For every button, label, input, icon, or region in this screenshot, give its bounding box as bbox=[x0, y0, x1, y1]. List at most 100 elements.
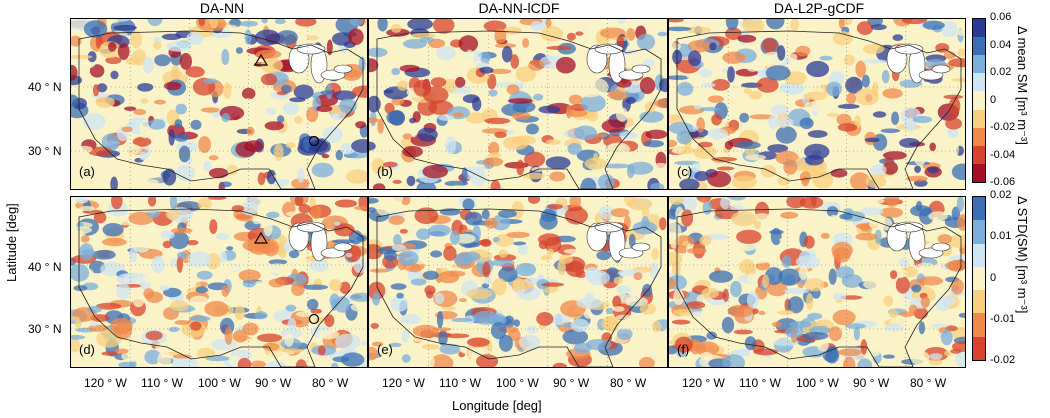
map-cell bbox=[401, 354, 411, 363]
map-cell bbox=[657, 31, 667, 37]
map-cell bbox=[853, 326, 860, 341]
map-cell bbox=[910, 350, 930, 366]
map-cell bbox=[803, 235, 815, 249]
map-cell bbox=[746, 273, 758, 283]
map-cell bbox=[116, 283, 131, 300]
map-cell bbox=[882, 151, 907, 160]
lon-tick: 120 ° W bbox=[382, 376, 425, 390]
map-cell bbox=[957, 214, 965, 231]
map-cell bbox=[76, 145, 93, 154]
map-canvas bbox=[369, 19, 667, 189]
map-cell bbox=[438, 330, 448, 346]
map-cell bbox=[80, 356, 92, 366]
map-cell bbox=[861, 59, 888, 64]
map-cell bbox=[484, 217, 498, 229]
map-cell bbox=[539, 351, 546, 367]
map-cell bbox=[147, 19, 163, 27]
map-cell bbox=[955, 350, 965, 367]
map-cell bbox=[826, 81, 842, 97]
map-cell bbox=[93, 211, 107, 224]
map-cell bbox=[945, 325, 958, 332]
map-cell bbox=[492, 237, 500, 243]
map-cell bbox=[516, 286, 541, 301]
circle-marker bbox=[308, 313, 320, 325]
map-cell bbox=[144, 179, 159, 186]
map-cell bbox=[638, 356, 655, 367]
map-cell bbox=[118, 361, 136, 367]
map-cell bbox=[707, 95, 724, 103]
map-cell bbox=[403, 38, 427, 49]
map-cell bbox=[802, 331, 829, 340]
map-cell bbox=[490, 180, 501, 189]
map-cell bbox=[706, 331, 717, 340]
map-cell bbox=[935, 296, 951, 312]
map-cell bbox=[145, 330, 163, 341]
map-cell bbox=[856, 21, 874, 35]
map-cell bbox=[197, 197, 212, 210]
panel-label-f: (f) bbox=[677, 342, 690, 357]
map-cell bbox=[701, 287, 719, 299]
map-cell bbox=[530, 20, 543, 31]
map-cell bbox=[604, 163, 630, 169]
map-cell bbox=[780, 211, 799, 219]
map-cell bbox=[691, 162, 701, 173]
map-cell bbox=[397, 80, 409, 91]
map-cell bbox=[859, 223, 871, 232]
map-cell bbox=[125, 56, 141, 65]
map-cell bbox=[490, 259, 515, 267]
map-cell bbox=[685, 26, 712, 34]
map-cell bbox=[489, 152, 502, 158]
map-cell bbox=[639, 77, 656, 94]
map-cell bbox=[929, 142, 936, 152]
map-cell bbox=[951, 77, 965, 83]
panel-label-a: (a) bbox=[79, 164, 95, 179]
map-cell bbox=[339, 98, 357, 114]
map-cell bbox=[334, 223, 355, 237]
map-panel-a: (a) bbox=[70, 18, 368, 190]
map-cell bbox=[459, 85, 472, 95]
map-cell bbox=[169, 197, 178, 211]
map-cell bbox=[371, 158, 386, 174]
map-cell bbox=[204, 300, 229, 317]
map-cell bbox=[889, 316, 916, 326]
map-cell bbox=[720, 197, 731, 210]
map-cell bbox=[948, 97, 961, 115]
map-cell bbox=[110, 70, 119, 80]
map-cell bbox=[291, 126, 300, 134]
map-cell bbox=[673, 246, 689, 254]
map-cell bbox=[205, 355, 230, 362]
x-axis-label: Longitude [deg] bbox=[452, 398, 542, 413]
map-cell bbox=[390, 283, 407, 290]
map-cell bbox=[280, 348, 305, 353]
map-cell bbox=[369, 197, 379, 204]
map-cell bbox=[688, 50, 702, 67]
map-cell bbox=[598, 205, 614, 220]
map-cell bbox=[805, 77, 829, 83]
map-cell bbox=[819, 55, 833, 61]
map-cell bbox=[628, 198, 653, 211]
map-cell bbox=[884, 323, 905, 332]
map-cell bbox=[494, 131, 507, 138]
map-cell bbox=[377, 118, 384, 134]
map-cell bbox=[557, 146, 569, 153]
us-outline bbox=[78, 208, 364, 367]
map-cell bbox=[307, 298, 319, 311]
map-cell bbox=[855, 60, 866, 78]
map-cell bbox=[444, 333, 470, 339]
map-cell bbox=[170, 300, 189, 312]
map-cell bbox=[737, 34, 757, 43]
us-outline bbox=[676, 208, 962, 367]
map-cell bbox=[778, 268, 801, 286]
map-cell bbox=[746, 62, 760, 72]
map-cell bbox=[781, 255, 792, 268]
map-cell bbox=[369, 268, 391, 273]
lon-tick: 90 ° W bbox=[553, 376, 590, 390]
map-cell bbox=[633, 272, 643, 281]
map-cell bbox=[669, 42, 681, 52]
map-cell bbox=[256, 197, 264, 201]
map-cell bbox=[96, 83, 108, 93]
map-cell bbox=[162, 240, 172, 249]
map-cell bbox=[349, 292, 367, 302]
map-cell bbox=[863, 156, 871, 171]
map-cell bbox=[748, 91, 763, 100]
